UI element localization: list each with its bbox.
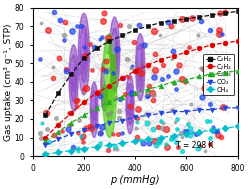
Circle shape <box>113 39 117 69</box>
Circle shape <box>72 65 75 91</box>
Circle shape <box>105 49 115 122</box>
Circle shape <box>69 45 78 112</box>
Circle shape <box>111 28 118 80</box>
Circle shape <box>137 44 143 90</box>
Circle shape <box>78 13 89 95</box>
Circle shape <box>92 96 94 110</box>
Circle shape <box>70 55 77 101</box>
Circle shape <box>138 50 140 67</box>
Circle shape <box>103 75 106 96</box>
Text: T = 298 K: T = 298 K <box>176 141 214 150</box>
Circle shape <box>105 54 110 86</box>
Circle shape <box>126 74 134 134</box>
Circle shape <box>107 65 112 106</box>
Circle shape <box>80 26 88 83</box>
Circle shape <box>128 92 132 116</box>
Circle shape <box>102 67 107 104</box>
Circle shape <box>103 73 104 86</box>
Circle shape <box>102 34 117 138</box>
Circle shape <box>112 36 115 54</box>
Circle shape <box>138 54 142 80</box>
Circle shape <box>101 60 108 112</box>
Circle shape <box>110 17 120 91</box>
Circle shape <box>136 34 145 100</box>
Circle shape <box>82 38 86 70</box>
Circle shape <box>81 34 84 54</box>
Circle shape <box>127 83 133 125</box>
Circle shape <box>71 61 74 78</box>
Circle shape <box>93 99 96 121</box>
Circle shape <box>91 90 97 129</box>
Y-axis label: Gas uptake (cm³ g⁻¹, STP): Gas uptake (cm³ g⁻¹, STP) <box>4 23 13 141</box>
Circle shape <box>128 89 130 104</box>
Circle shape <box>90 82 98 138</box>
Legend: C₂H₂, C₂H₄, C₂H₆, CO₂, CH₄: C₂H₂, C₂H₄, C₂H₆, CO₂, CH₄ <box>203 54 234 95</box>
X-axis label: p (mmHg): p (mmHg) <box>110 175 160 185</box>
